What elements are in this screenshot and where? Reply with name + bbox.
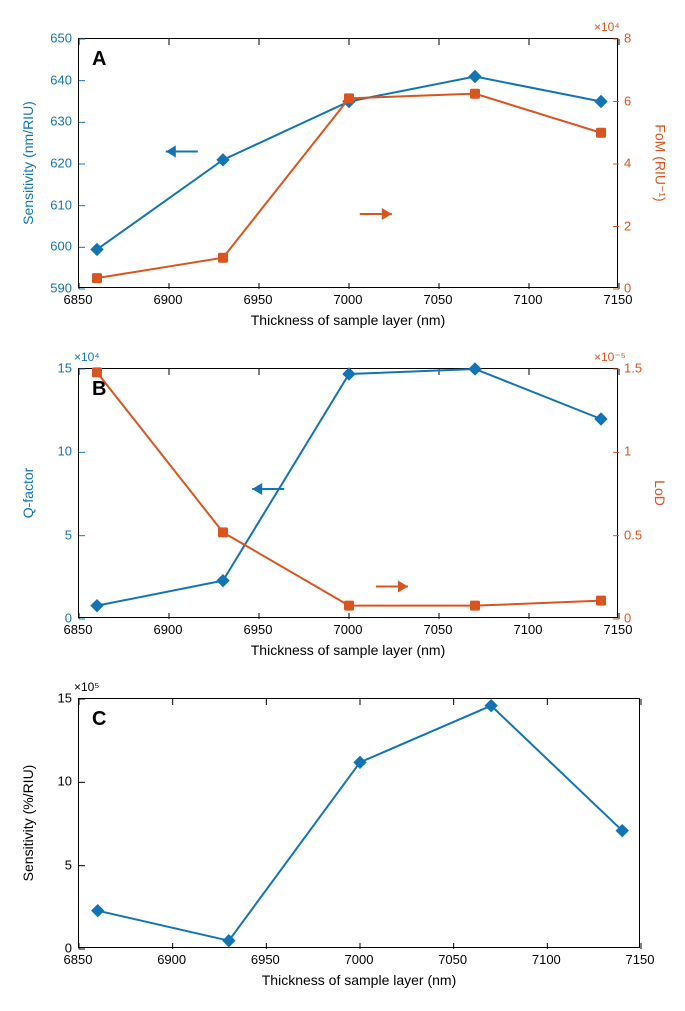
x-tick-label: 7100 bbox=[514, 622, 543, 637]
yr-tick-label: 2 bbox=[624, 218, 631, 233]
x-tick-label: 7000 bbox=[334, 622, 363, 637]
panel-letter-C: C bbox=[92, 708, 106, 731]
x-tick-label: 7000 bbox=[334, 292, 363, 307]
yl-tick-label: 590 bbox=[50, 281, 72, 296]
yl-tick-label: 10 bbox=[58, 444, 72, 459]
x-tick-label: 7100 bbox=[514, 292, 543, 307]
x-tick-label: 6950 bbox=[244, 292, 273, 307]
x-axis-label: Thickness of sample layer (nm) bbox=[251, 312, 446, 328]
yl-exponent: ×10⁴ bbox=[74, 350, 100, 364]
chart-svg-A bbox=[79, 39, 619, 289]
yr-axis-label: FoM (RIU⁻¹) bbox=[652, 124, 669, 201]
x-tick-label: 6900 bbox=[154, 622, 183, 637]
chart-svg-C bbox=[79, 699, 641, 949]
x-tick-label: 6900 bbox=[154, 292, 183, 307]
yl-tick-label: 600 bbox=[50, 239, 72, 254]
yl-tick-label: 610 bbox=[50, 197, 72, 212]
yl-axis-label: Q-factor bbox=[20, 468, 36, 519]
yr-exponent: ×10⁴ bbox=[594, 20, 620, 34]
yl-tick-label: 5 bbox=[65, 527, 72, 542]
x-tick-label: 7050 bbox=[438, 952, 467, 967]
yr-tick-label: 0.5 bbox=[624, 527, 642, 542]
x-tick-label: 7100 bbox=[532, 952, 561, 967]
x-axis-label: Thickness of sample layer (nm) bbox=[251, 642, 446, 658]
yr-tick-label: 0 bbox=[624, 611, 631, 626]
yr-exponent: ×10⁻⁵ bbox=[594, 350, 626, 364]
yl-tick-label: 630 bbox=[50, 114, 72, 129]
x-tick-label: 6950 bbox=[251, 952, 280, 967]
x-tick-label: 7050 bbox=[424, 292, 453, 307]
x-tick-label: 7050 bbox=[424, 622, 453, 637]
yl-tick-label: 0 bbox=[65, 941, 72, 956]
yl-tick-label: 620 bbox=[50, 156, 72, 171]
yl-exponent: ×10⁵ bbox=[74, 680, 99, 694]
yl-tick-label: 5 bbox=[65, 857, 72, 872]
panel-letter-B: B bbox=[92, 378, 106, 401]
plot-area-A bbox=[78, 38, 618, 288]
yr-tick-label: 4 bbox=[624, 156, 631, 171]
yr-tick-label: 8 bbox=[624, 31, 631, 46]
panel-letter-A: A bbox=[92, 48, 106, 71]
yl-tick-label: 15 bbox=[58, 691, 72, 706]
plot-area-C bbox=[78, 698, 640, 948]
figure: 6 8 5 0 6900 6950 7000 7050 7100 7150 590 600 610 620… bbox=[0, 0, 685, 1011]
yl-tick-label: 0 bbox=[65, 611, 72, 626]
yl-axis-label: Sensitivity (%/RIU) bbox=[20, 765, 36, 882]
x-axis-label: Thickness of sample layer (nm) bbox=[262, 972, 457, 988]
yl-axis-label: Sensitivity (nm/RIU) bbox=[20, 101, 36, 225]
plot-area-B bbox=[78, 368, 618, 618]
yr-tick-label: 1 bbox=[624, 444, 631, 459]
chart-svg-B bbox=[79, 369, 619, 619]
yl-tick-label: 10 bbox=[58, 774, 72, 789]
yl-tick-label: 650 bbox=[50, 31, 72, 46]
yr-tick-label: 0 bbox=[624, 281, 631, 296]
x-tick-label: 7150 bbox=[626, 952, 655, 967]
x-tick-label: 6950 bbox=[244, 622, 273, 637]
x-tick-label: 7000 bbox=[345, 952, 374, 967]
yl-tick-label: 15 bbox=[58, 361, 72, 376]
yl-tick-label: 640 bbox=[50, 72, 72, 87]
yr-axis-label: LoD bbox=[652, 480, 668, 506]
x-tick-label: 6900 bbox=[157, 952, 186, 967]
yr-tick-label: 1.5 bbox=[624, 361, 642, 376]
yr-tick-label: 6 bbox=[624, 93, 631, 108]
